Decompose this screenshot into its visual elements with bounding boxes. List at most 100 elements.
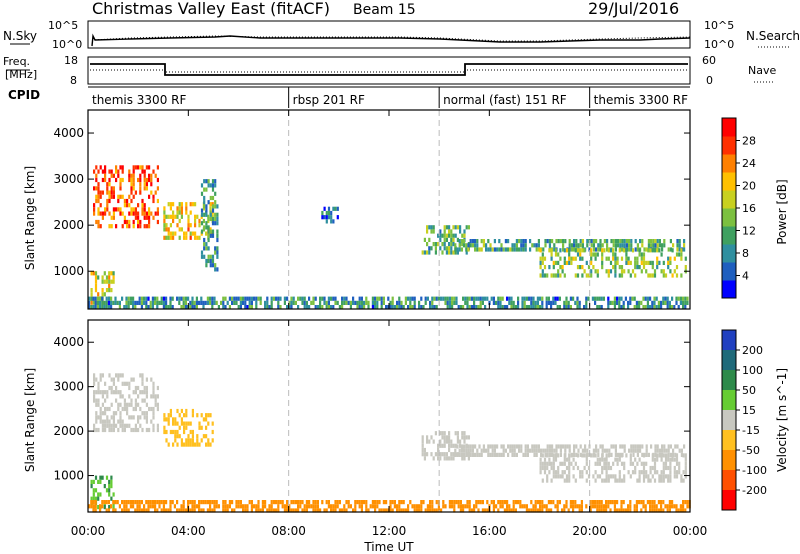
power-cell: [130, 177, 133, 183]
power-cell: [279, 296, 282, 301]
power-cell: [654, 239, 657, 244]
power-cell: [660, 269, 663, 274]
velocity-cell: [443, 452, 446, 457]
velocity-cell: [594, 504, 597, 509]
velocity-cell: [445, 452, 448, 457]
velocity-cell: [552, 465, 555, 471]
velocity-cell: [613, 500, 616, 505]
power-cell: [290, 300, 293, 305]
velocity-cell: [443, 456, 446, 461]
velocity-cell: [200, 438, 203, 443]
velocity-cell: [594, 500, 597, 505]
power-cell: [578, 305, 581, 310]
power-cell: [105, 296, 108, 301]
velocity-cell: [634, 444, 637, 449]
velocity-y-tick-label: 4000: [53, 335, 84, 349]
power-cell: [128, 219, 131, 225]
velocity-cell: [473, 504, 476, 509]
velocity-cell: [97, 381, 100, 386]
power-cell: [128, 211, 131, 216]
velocity-cell: [475, 500, 478, 505]
power-cell: [169, 296, 172, 301]
velocity-cell: [172, 429, 175, 435]
power-cell: [441, 233, 444, 238]
power-cell: [93, 186, 96, 191]
power-cell: [341, 305, 344, 310]
velocity-cell: [552, 457, 555, 462]
velocity-cell: [112, 411, 115, 416]
power-cell: [137, 177, 140, 183]
power-cell: [428, 237, 431, 242]
power-cell: [612, 243, 615, 248]
power-cell: [266, 296, 269, 301]
velocity-cell: [506, 500, 509, 505]
velocity-cell: [434, 452, 437, 457]
velocity-cell: [454, 443, 457, 448]
velocity-cell: [108, 385, 111, 391]
power-cell: [634, 260, 637, 265]
velocity-cell: [93, 377, 96, 382]
velocity-cell: [149, 500, 152, 505]
velocity-cell: [497, 508, 500, 513]
power-cell: [101, 296, 104, 301]
velocity-cell: [182, 504, 185, 509]
velocity-cell: [616, 500, 619, 505]
velocity-cell: [140, 500, 143, 505]
power-cell: [585, 273, 588, 278]
power-cell: [209, 212, 212, 217]
power-cell: [398, 296, 401, 301]
power-cell: [658, 260, 661, 265]
velocity-cell: [586, 448, 589, 453]
velocity-cell: [231, 508, 234, 513]
power-cell: [568, 248, 571, 253]
power-cell: [185, 231, 188, 236]
power-cell: [497, 296, 500, 301]
velocity-cell: [211, 421, 214, 426]
power-cell: [557, 239, 560, 244]
velocity-cell: [524, 444, 527, 449]
velocity-cell: [374, 500, 377, 505]
velocity-cell: [618, 478, 621, 483]
power-cell: [563, 256, 566, 261]
power-cell: [123, 198, 126, 204]
power-cell: [420, 296, 423, 301]
power-cell: [214, 263, 217, 268]
velocity-cell: [338, 500, 341, 505]
power-cell: [145, 165, 148, 170]
velocity-cell: [110, 415, 113, 420]
power-cell: [147, 305, 150, 310]
velocity-cell: [668, 508, 671, 513]
velocity-cell: [347, 500, 350, 505]
velocity-cell: [568, 457, 571, 462]
power-cell: [450, 229, 453, 234]
velocity-cell: [556, 504, 559, 509]
power-cell: [501, 296, 504, 301]
velocity-cell: [255, 508, 258, 513]
velocity-cell: [596, 504, 599, 509]
velocity-cell: [420, 508, 423, 513]
velocity-cell: [99, 415, 102, 420]
power-cell: [520, 239, 523, 244]
velocity-cell: [585, 478, 588, 483]
power-cell: [376, 300, 379, 305]
power-cell: [182, 296, 185, 301]
velocity-cell: [125, 508, 128, 513]
velocity-cell: [112, 505, 115, 510]
velocity-cell: [664, 461, 668, 466]
velocity-cell: [110, 423, 113, 428]
power-cell: [209, 195, 212, 201]
power-cell: [545, 305, 548, 310]
power-cell: [132, 224, 135, 229]
power-cell: [539, 296, 542, 301]
velocity-cell: [508, 508, 511, 513]
power-cell: [470, 305, 473, 310]
velocity-cell: [565, 478, 569, 483]
power-cell: [312, 296, 315, 301]
power-cell: [150, 173, 153, 178]
velocity-colorbar-tick-label: -200: [742, 484, 767, 497]
velocity-cell: [104, 423, 107, 428]
velocity-cell: [550, 478, 553, 483]
power-cell: [568, 256, 571, 261]
velocity-cell: [603, 461, 606, 466]
